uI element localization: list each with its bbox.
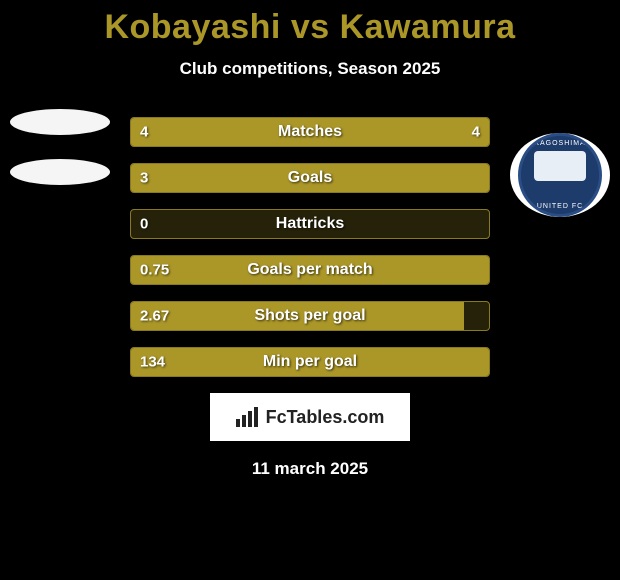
- brand-box[interactable]: FcTables.com: [210, 393, 410, 441]
- badge-text-top: KAGOSHIMA: [521, 140, 599, 147]
- player-left-icons: [10, 109, 110, 209]
- stats-bars: Matches 4 4 Goals 3 Hattricks 0 Goals per match…: [130, 117, 490, 377]
- stat-left-value: 134: [140, 354, 165, 371]
- stat-label: Min per goal: [263, 353, 357, 371]
- stat-row: Hattricks 0: [130, 209, 490, 239]
- stat-left-value: 0: [140, 216, 148, 233]
- stat-row: Matches 4 4: [130, 117, 490, 147]
- stat-label: Matches: [278, 123, 342, 141]
- brand-bars-icon: [236, 407, 262, 427]
- stat-label: Hattricks: [276, 215, 344, 233]
- stat-row: Shots per goal 2.67: [130, 301, 490, 331]
- brand-text: FcTables.com: [266, 407, 385, 428]
- stat-left-value: 2.67: [140, 308, 169, 325]
- stat-row: Min per goal 134: [130, 347, 490, 377]
- badge-text-bottom: UNITED FC: [521, 203, 599, 210]
- player-right-icons: KAGOSHIMA UNITED FC: [510, 109, 610, 209]
- stat-row: Goals 3: [130, 163, 490, 193]
- stat-label: Shots per goal: [254, 307, 365, 325]
- club-badge: KAGOSHIMA UNITED FC: [510, 133, 610, 217]
- comparison-content: KAGOSHIMA UNITED FC Matches 4 4 Goals 3 Hattr…: [0, 117, 620, 479]
- player-left-ellipse-1: [10, 109, 110, 135]
- stat-label: Goals: [288, 169, 332, 187]
- date-text: 11 march 2025: [0, 459, 620, 479]
- stat-left-value: 3: [140, 170, 148, 187]
- player-left-ellipse-2: [10, 159, 110, 185]
- stat-right-value: 4: [472, 124, 480, 141]
- stat-left-value: 4: [140, 124, 148, 141]
- stat-left-value: 0.75: [140, 262, 169, 279]
- stat-row: Goals per match 0.75: [130, 255, 490, 285]
- subtitle: Club competitions, Season 2025: [0, 59, 620, 79]
- stat-label: Goals per match: [247, 261, 372, 279]
- page-title: Kobayashi vs Kawamura: [0, 0, 620, 47]
